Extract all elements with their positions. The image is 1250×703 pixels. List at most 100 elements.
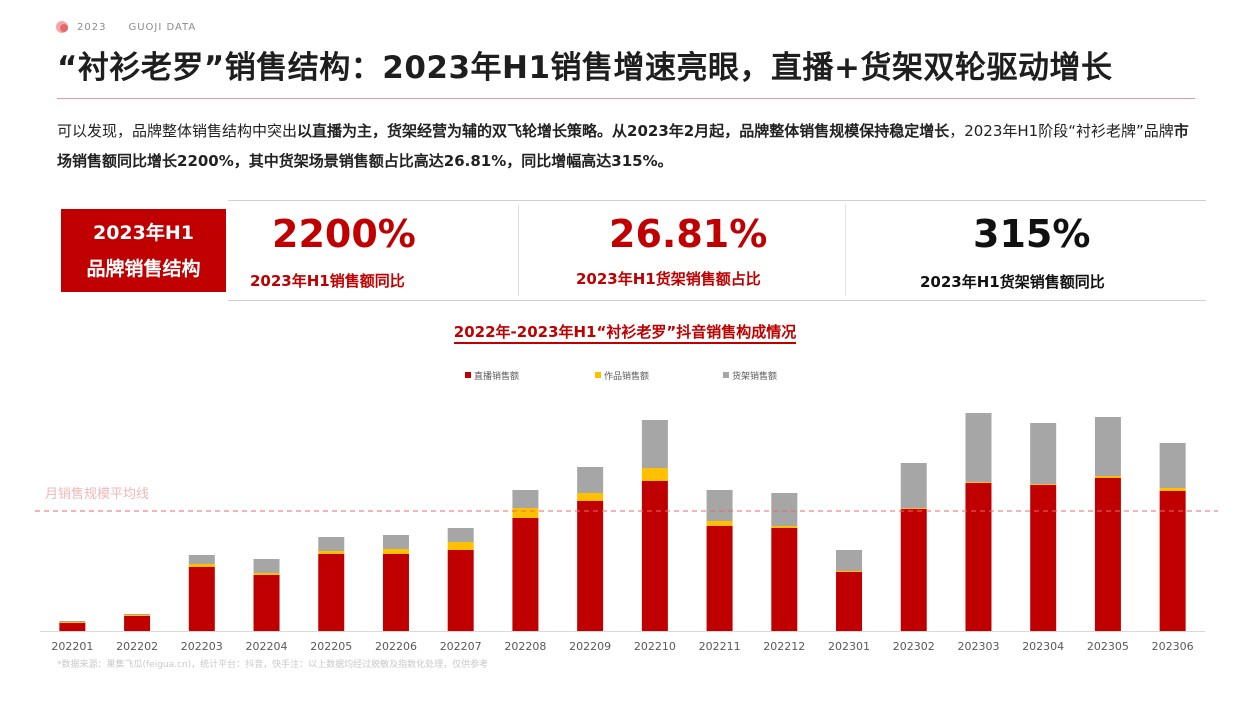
bar-segment <box>706 526 733 631</box>
bar-segment <box>382 535 409 549</box>
legend-swatch <box>465 372 471 378</box>
kpi-section-label: 2023年H1 品牌销售结构 <box>61 209 226 292</box>
x-tick-label: 202210 <box>634 640 676 653</box>
kpi-bottom-rule <box>228 300 1206 301</box>
bar-segment <box>641 481 668 631</box>
bar-segment <box>1030 484 1057 485</box>
bar-segment <box>59 621 86 622</box>
data-source-footnote: *数据来源：果集飞瓜(feigua.cn)，统计平台：抖音，快手注：以上数据均经… <box>57 660 489 670</box>
legend-label: 直播销售额 <box>474 370 519 382</box>
x-tick-label: 202303 <box>957 640 999 653</box>
x-tick-label: 202209 <box>569 640 611 653</box>
page-title: “衬衫老罗”销售结构：2023年H1销售增速亮眼，直播+货架双轮驱动增长 <box>57 50 1113 86</box>
bar-segment <box>318 551 345 554</box>
bar-segment <box>124 615 151 616</box>
kpi-shelf-yoy-value: 315% <box>973 212 1091 256</box>
bar-segment <box>59 623 86 631</box>
average-line-label: 月销售规模平均线 <box>45 486 149 502</box>
x-axis-ticks: 202201 202202 202203 202204 202205 202206 2022… <box>51 640 1193 653</box>
x-tick-label: 202212 <box>763 640 805 653</box>
bar-segment <box>253 573 280 575</box>
bar-segment <box>253 559 280 573</box>
chart-title: 2022年-2023年H1“衬衫老罗”抖音销售构成情况 <box>0 321 1250 344</box>
bar-segment <box>447 542 474 550</box>
bar-segment <box>577 493 604 501</box>
intro-text-1: 可以发现，品牌整体销售结构中突出 <box>57 122 298 140</box>
bar-segment <box>124 616 151 631</box>
kpi-shelf-share-caption: 2023年H1货架销售额占比 <box>576 270 761 288</box>
x-tick-label: 202208 <box>504 640 546 653</box>
brand-company: GUOJI DATA <box>128 21 197 33</box>
bar-segment <box>836 550 863 571</box>
bar-segment <box>965 483 992 631</box>
brand-header: 2023 GUOJI DATA <box>55 20 196 34</box>
bar-segment <box>900 463 927 508</box>
bar-segment <box>253 575 280 631</box>
bar-segment <box>447 550 474 631</box>
bar-segment <box>512 518 539 631</box>
x-tick-label: 202204 <box>246 640 288 653</box>
bar-segment <box>59 622 86 623</box>
kpi-sales-yoy-caption: 2023年H1销售额同比 <box>250 272 405 290</box>
x-tick-label: 202305 <box>1087 640 1129 653</box>
bar-segment <box>318 554 345 631</box>
intro-text-2: ，2023年H1阶段“衬衫老牌”品牌 <box>949 122 1174 140</box>
x-tick-label: 202205 <box>310 640 352 653</box>
x-tick-label: 202301 <box>828 640 870 653</box>
bar-segment <box>771 493 798 526</box>
bar-segment <box>1094 417 1121 476</box>
bar-segment <box>512 490 539 508</box>
bar-segment <box>771 528 798 631</box>
bar-segment <box>188 555 215 564</box>
bar-segment <box>188 567 215 631</box>
bar-segment <box>447 528 474 542</box>
chart-legend: 直播销售额 作品销售额 货架销售额 <box>465 370 777 382</box>
kpi-shelf-share-value: 26.81% <box>609 212 768 256</box>
bar-segment <box>641 468 668 481</box>
brand-year: 2023 <box>77 21 107 33</box>
legend-label: 货架销售额 <box>732 370 777 382</box>
kpi-divider <box>845 204 846 296</box>
bar-segment <box>1094 476 1121 478</box>
bar-segment <box>965 482 992 483</box>
bar-segment <box>836 572 863 631</box>
bar-segment <box>318 537 345 551</box>
legend-swatch <box>723 372 729 378</box>
bar-segment <box>641 420 668 468</box>
kpi-label-line2: 品牌销售结构 <box>86 257 201 280</box>
intro-bold-1: 以直播为主，货架经营为辅的双飞轮增长策略。从2023年2月起，品牌整体销售规模保… <box>297 122 950 140</box>
bar-segment <box>382 549 409 554</box>
legend-swatch <box>595 372 601 378</box>
title-divider <box>57 98 1195 99</box>
bar-segment <box>900 508 927 509</box>
brand-logo-icon <box>55 20 69 34</box>
x-tick-label: 202201 <box>51 640 93 653</box>
bar-segment <box>1030 423 1057 484</box>
kpi-shelf-yoy-caption: 2023年H1货架销售额同比 <box>920 273 1105 291</box>
chart-bars <box>59 413 1186 631</box>
x-tick-label: 202203 <box>181 640 223 653</box>
bar-segment <box>512 508 539 518</box>
bar-segment <box>1159 488 1186 491</box>
bar-segment <box>900 509 927 631</box>
x-tick-label: 202306 <box>1152 640 1194 653</box>
kpi-sales-yoy-value: 2200% <box>272 212 416 256</box>
bar-segment <box>965 413 992 482</box>
x-tick-label: 202207 <box>440 640 482 653</box>
bar-segment <box>188 564 215 567</box>
bar-segment <box>382 554 409 631</box>
kpi-divider <box>518 204 519 296</box>
bar-segment <box>1094 478 1121 631</box>
chart-title-text: 2022年-2023年H1“衬衫老罗”抖音销售构成情况 <box>453 323 797 344</box>
bar-segment <box>577 467 604 493</box>
bar-segment <box>1159 491 1186 631</box>
intro-paragraph: 可以发现，品牌整体销售结构中突出以直播为主，货架经营为辅的双飞轮增长策略。从20… <box>57 116 1197 176</box>
stacked-bar-chart: 直播销售额 作品销售额 货架销售额 月销售规模平均线 202201 202202 202… <box>35 370 1218 653</box>
bar-segment <box>706 490 733 521</box>
x-tick-label: 202202 <box>116 640 158 653</box>
bar-segment <box>577 501 604 631</box>
bar-segment <box>124 614 151 615</box>
x-tick-label: 202206 <box>375 640 417 653</box>
x-tick-label: 202304 <box>1022 640 1064 653</box>
bar-segment <box>771 526 798 528</box>
